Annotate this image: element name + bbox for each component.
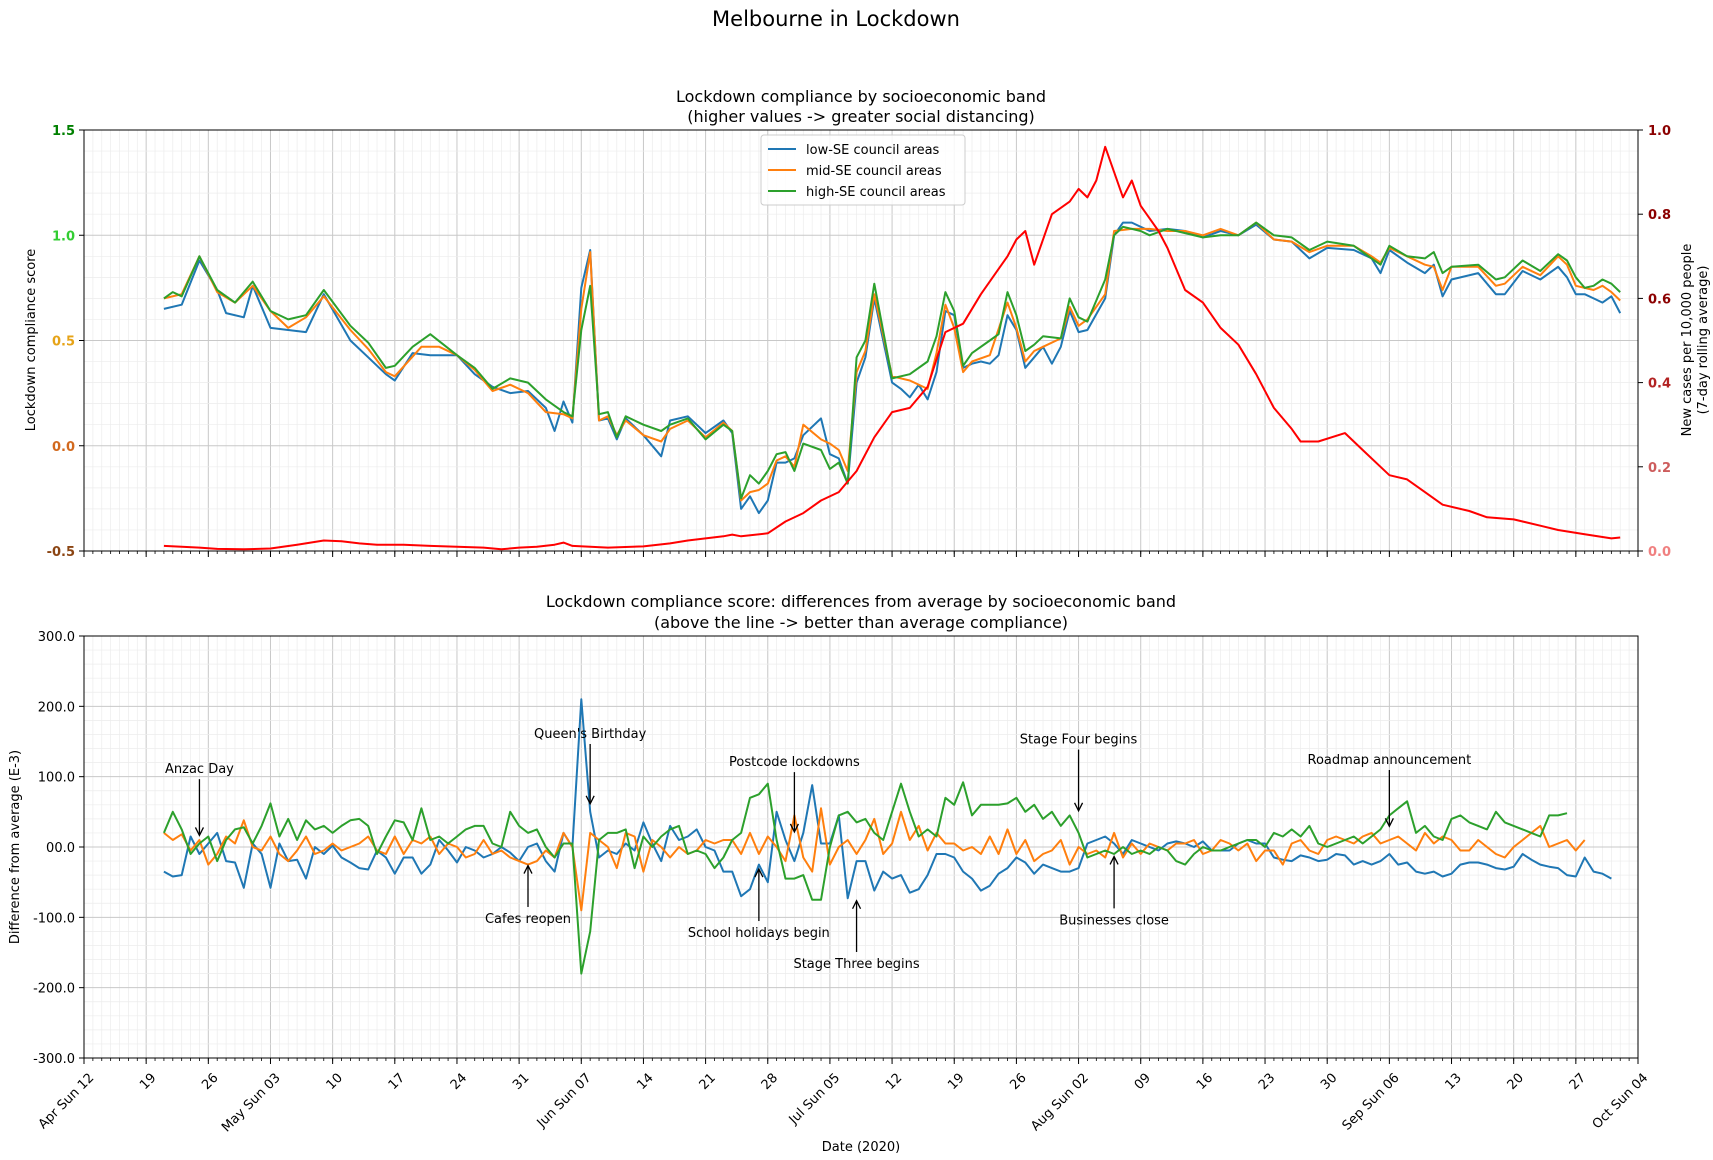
- legend-box: [760, 134, 966, 206]
- top-chart-subtitle: (higher values -> greater social distanc…: [687, 107, 1034, 126]
- y-right-tick-label: 0.4: [1648, 377, 1671, 392]
- bottom-chart-subtitle: (above the line -> better than average c…: [654, 613, 1068, 632]
- y-tick-label: 0.0: [52, 440, 75, 455]
- top-grid: [83, 129, 1639, 552]
- series-line-series-1: [163, 807, 1586, 912]
- annotation-arrow-head: [194, 827, 205, 837]
- annotation-label: Roadmap announcement: [1308, 753, 1472, 768]
- series-line-high-se-council-areas: [163, 221, 1621, 500]
- x-axis-label: Date (2020): [822, 1140, 900, 1155]
- bottom-chart-title: Lockdown compliance score: differences f…: [546, 592, 1176, 611]
- annotation-label: Postcode lockdowns: [729, 755, 860, 770]
- annotation-arrow-head: [1073, 802, 1084, 813]
- y-tick-label: -100.0: [33, 911, 75, 926]
- bottom-series-lines: [162, 698, 1612, 975]
- annotation-arrow-head: [585, 795, 595, 806]
- top-right-y-axis-label: New cases per 10,000 people: [1680, 244, 1695, 437]
- annotation-arrow-head: [789, 823, 799, 834]
- annotation-arrow-head: [851, 899, 862, 910]
- y-tick-label: 1.5: [52, 124, 75, 139]
- annotation-label: Stage Three begins: [793, 957, 919, 972]
- legend-label-high-se: high-SE council areas: [806, 185, 946, 200]
- annotation-label: Stage Four begins: [1020, 733, 1138, 748]
- annotation-label: Anzac Day: [165, 762, 234, 777]
- top-left-y-ticks: 1.5 1.0 0.5 0.0 -0.5: [47, 124, 84, 560]
- annotation-arrow-head: [1109, 854, 1119, 865]
- event-annotations: Anzac Day Cafes reopen Queen's Birthday Sch…: [165, 727, 1471, 972]
- top-y-axis-label: Lockdown compliance score: [24, 249, 39, 432]
- top-series-lines: [163, 145, 1622, 551]
- y-right-tick-label: 1.0: [1648, 124, 1671, 139]
- y-tick-label: 200.0: [38, 700, 75, 715]
- annotation-label: Queen's Birthday: [534, 727, 647, 742]
- annotation-label: School holidays begin: [688, 926, 830, 941]
- y-right-tick-label: 0.6: [1648, 292, 1671, 307]
- top-x-ticks: [83, 551, 1639, 557]
- y-right-tick-label: 0.0: [1648, 545, 1671, 560]
- y-tick-label: 00.0: [46, 841, 75, 856]
- y-tick-label: 1.0: [52, 229, 75, 244]
- compliance-panel: 1.5 1.0 0.5 0.0 -0.5 1.0 0.8 0.6 0.4 0.2 0.0 Lock…: [24, 87, 1711, 560]
- y-tick-label: 0.5: [52, 335, 75, 350]
- series-line-series-2: [162, 781, 1568, 975]
- top-right-y-ticks: 1.0 0.8 0.6 0.4 0.2 0.0: [1638, 124, 1671, 560]
- y-right-tick-label: 0.8: [1648, 208, 1671, 223]
- y-tick-label: -200.0: [33, 982, 75, 997]
- figure-title: Melbourne in Lockdown: [712, 7, 960, 31]
- annotation-arrow-head: [523, 864, 533, 874]
- annotation-arrow-head: [1384, 818, 1394, 828]
- bottom-y-ticks: 300.0 200.0 100.0 00.0 -100.0 -200.0 -300.0: [33, 630, 84, 1067]
- top-right-y-axis-label-line2: (7-day rolling average): [1696, 266, 1711, 415]
- legend: low-SE council areas mid-SE council area…: [760, 134, 966, 206]
- legend-label-mid-se: mid-SE council areas: [806, 164, 942, 179]
- annotation-arrow-head: [754, 867, 764, 878]
- y-tick-label: 300.0: [38, 630, 75, 645]
- annotation-label: Cafes reopen: [485, 912, 571, 927]
- y-tick-label: 100.0: [38, 771, 75, 786]
- y-right-tick-label: 0.2: [1648, 461, 1671, 476]
- y-tick-label: -0.5: [47, 545, 75, 560]
- series-line-new-cases: [163, 145, 1621, 551]
- legend-label-low-se: low-SE council areas: [806, 143, 940, 158]
- y-tick-label: -300.0: [33, 1052, 75, 1067]
- bottom-y-axis-label: Difference from average (E-3): [8, 750, 23, 944]
- top-chart-title: Lockdown compliance by socioeconomic ban…: [676, 87, 1046, 106]
- annotation-label: Businesses close: [1059, 913, 1169, 928]
- series-line-series-0: [163, 698, 1612, 900]
